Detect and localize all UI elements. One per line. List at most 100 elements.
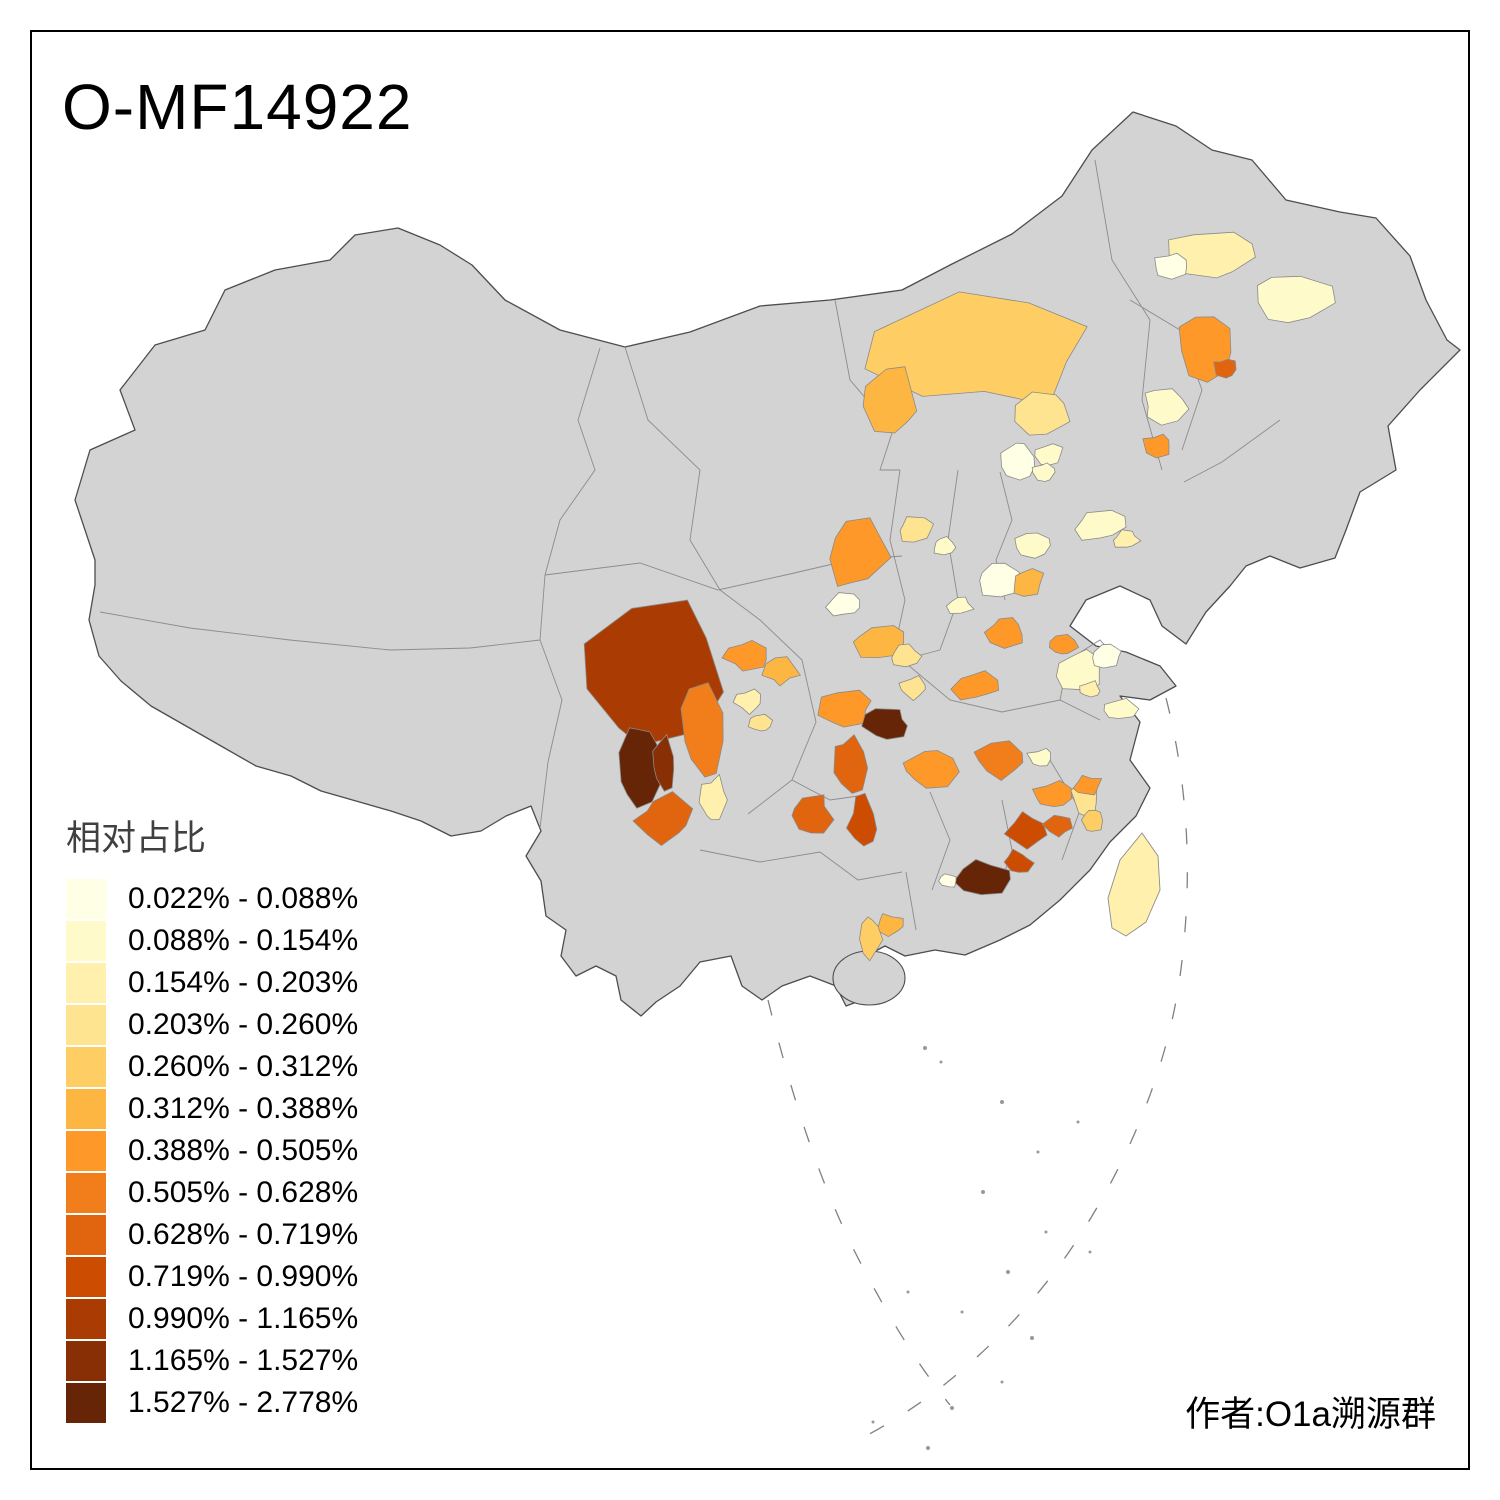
legend-row: 0.505% - 0.628% xyxy=(66,1173,358,1213)
map-region xyxy=(1103,697,1140,719)
map-region xyxy=(761,656,802,687)
map-region xyxy=(859,916,884,962)
map-region xyxy=(898,674,926,702)
legend-label: 0.719% - 0.990% xyxy=(128,1260,359,1293)
legend-label: 1.165% - 1.527% xyxy=(128,1344,359,1377)
legend-row: 0.990% - 1.165% xyxy=(66,1299,358,1339)
map-region xyxy=(817,689,872,728)
legend-label: 0.203% - 0.260% xyxy=(128,1008,359,1041)
map-region xyxy=(1031,779,1073,808)
map-region xyxy=(652,733,675,792)
legend-row: 0.260% - 0.312% xyxy=(66,1047,358,1087)
map-region xyxy=(1080,809,1104,832)
map-region xyxy=(938,873,957,888)
map-region xyxy=(852,625,905,659)
legend-swatch xyxy=(66,879,106,919)
legend-swatch xyxy=(66,1131,106,1171)
taiwan-island xyxy=(1107,832,1161,937)
map-region xyxy=(1213,358,1237,379)
map-region xyxy=(732,688,762,715)
china-mainland-outline xyxy=(74,111,1461,1017)
legend-row: 0.628% - 0.719% xyxy=(66,1215,358,1255)
legend-label: 0.022% - 0.088% xyxy=(128,882,359,915)
colored-prefectures xyxy=(583,231,1336,962)
map-region xyxy=(1031,462,1056,482)
map-region xyxy=(1013,568,1045,597)
legend-label: 0.260% - 0.312% xyxy=(128,1050,359,1083)
legend-label: 0.088% - 0.154% xyxy=(128,924,359,957)
map-region xyxy=(1154,252,1187,280)
map-region xyxy=(747,713,774,732)
map-region xyxy=(983,617,1023,649)
legend-row: 0.312% - 0.388% xyxy=(66,1089,358,1129)
map-region xyxy=(829,517,892,587)
map-region xyxy=(891,643,923,668)
legend-label: 0.990% - 1.165% xyxy=(128,1302,359,1335)
map-region xyxy=(618,727,663,809)
map-region xyxy=(902,750,960,789)
legend-row: 1.527% - 2.778% xyxy=(66,1383,358,1423)
south-china-sea-islands xyxy=(871,1046,1092,1450)
map-region xyxy=(632,791,694,846)
legend-row: 0.088% - 0.154% xyxy=(66,921,358,961)
map-region xyxy=(1014,391,1071,436)
legend-swatch xyxy=(66,1257,106,1297)
legend-label: 0.388% - 0.505% xyxy=(128,1134,359,1167)
map-region xyxy=(1003,848,1035,873)
map-region xyxy=(1041,814,1073,838)
map-region xyxy=(1092,643,1122,669)
attribution: 作者:O1a溯源群 xyxy=(1185,1395,1436,1434)
legend-swatch xyxy=(66,1005,106,1045)
map-region xyxy=(1144,388,1190,426)
map-region xyxy=(877,913,904,938)
legend-swatch xyxy=(66,1341,106,1381)
legend-label: 0.312% - 0.388% xyxy=(128,1092,359,1125)
legend-label: 0.505% - 0.628% xyxy=(128,1176,359,1209)
map-region xyxy=(1257,275,1336,324)
map-region xyxy=(864,291,1088,406)
legend-rows: 0.022% - 0.088% 0.088% - 0.154% 0.154% - 0… xyxy=(66,879,358,1423)
legend-label: 0.628% - 0.719% xyxy=(128,1218,359,1251)
map-region xyxy=(721,639,767,672)
map-region xyxy=(933,536,957,556)
legend-swatch xyxy=(66,921,106,961)
map-region xyxy=(1079,680,1101,698)
map-region xyxy=(945,596,975,614)
map-region xyxy=(973,740,1024,781)
map-region xyxy=(1049,633,1080,655)
map-region xyxy=(1026,747,1052,767)
legend-row: 0.154% - 0.203% xyxy=(66,963,358,1003)
map-region xyxy=(824,592,861,617)
map-region xyxy=(680,682,724,778)
map-region xyxy=(1113,529,1142,548)
legend-label: 1.527% - 2.778% xyxy=(128,1386,359,1419)
nine-dash-line-west xyxy=(767,999,951,1406)
legend-label: 0.154% - 0.203% xyxy=(128,966,359,999)
map-region xyxy=(791,794,835,834)
map-region xyxy=(1142,433,1170,459)
map-region xyxy=(698,773,728,821)
map-region xyxy=(1034,443,1064,466)
map-title: O-MF14922 xyxy=(62,71,413,143)
map-region xyxy=(953,859,1011,896)
legend-swatch xyxy=(66,1089,106,1129)
legend-swatch xyxy=(66,963,106,1003)
map-region xyxy=(1168,231,1256,279)
map-region xyxy=(861,708,908,740)
map-region xyxy=(1003,811,1048,850)
legend-swatch xyxy=(66,1299,106,1339)
legend-swatch xyxy=(66,1047,106,1087)
legend-row: 0.203% - 0.260% xyxy=(66,1005,358,1045)
map-region xyxy=(846,792,878,847)
legend-swatch xyxy=(66,1215,106,1255)
map-region xyxy=(862,366,918,434)
map-region xyxy=(1072,774,1103,796)
legend: 相对占比 0.022% - 0.088% 0.088% - 0.154% 0.154… xyxy=(66,810,358,1425)
map-region xyxy=(950,670,1000,701)
legend-swatch xyxy=(66,1173,106,1213)
map-region xyxy=(833,734,869,794)
legend-row: 0.022% - 0.088% xyxy=(66,879,358,919)
legend-title: 相对占比 xyxy=(66,819,207,858)
map-region xyxy=(899,516,934,543)
